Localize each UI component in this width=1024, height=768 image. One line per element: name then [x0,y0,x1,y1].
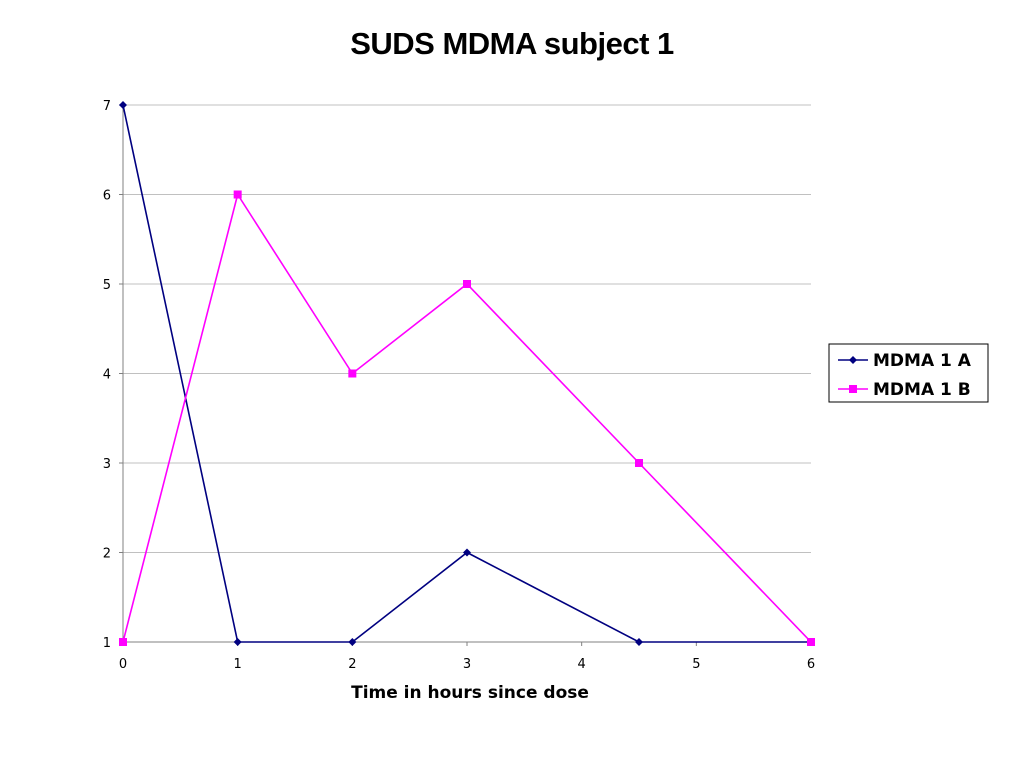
y-tick-label-7: 7 [103,99,111,114]
data-point-2-5 [635,459,643,467]
series-line-1 [122,104,811,643]
data-point-1-2 [233,638,242,646]
x-tick-label-5: 5 [692,657,700,672]
y-tick-label-5: 5 [103,278,111,293]
legend-label-1: MDMA 1 A [873,351,972,371]
x-tick-label-1: 1 [234,657,242,672]
y-tick-label-6: 6 [103,189,111,204]
series-line-2 [122,192,812,643]
data-point-2-2 [233,190,242,199]
legend: MDMA 1 A MDMA 1 B [828,343,989,403]
y-tick-labels: 1 2 3 4 5 6 7 [103,99,111,651]
y-tick-label-4: 4 [103,368,111,383]
y-tick-label-2: 2 [103,547,111,562]
x-axis-title: Time in hours since dose [351,683,589,703]
x-tick-label-6: 6 [807,657,815,672]
legend-item-2: MDMA 1 B [838,380,971,400]
x-tick-label-4: 4 [578,657,586,672]
data-series [119,101,815,646]
data-point-2-4 [463,280,471,288]
data-point-1-4 [463,548,471,557]
data-point-1-5 [635,638,643,646]
y-tick-label-1: 1 [103,636,111,651]
data-point-1-1 [119,101,127,109]
legend-item-1: MDMA 1 A [838,351,972,371]
data-point-2-3 [348,369,357,378]
x-tick-label-2: 2 [348,657,356,672]
data-point-2-6 [807,638,815,646]
series-2 [119,190,815,646]
x-tick-labels: 0 1 2 3 4 5 6 [119,657,815,672]
legend-label-2: MDMA 1 B [873,380,971,400]
gridlines [123,104,811,553]
axes [119,104,812,646]
y-tick-label-3: 3 [103,457,111,472]
x-tick-label-3: 3 [463,657,471,672]
legend-marker-1 [849,356,857,364]
data-point-2-1 [119,638,127,646]
x-tick-label-0: 0 [119,657,127,672]
chart-title: SUDS MDMA subject 1 [350,26,674,61]
series-1 [119,101,815,646]
data-point-1-3 [348,638,357,646]
legend-marker-2 [849,385,857,393]
